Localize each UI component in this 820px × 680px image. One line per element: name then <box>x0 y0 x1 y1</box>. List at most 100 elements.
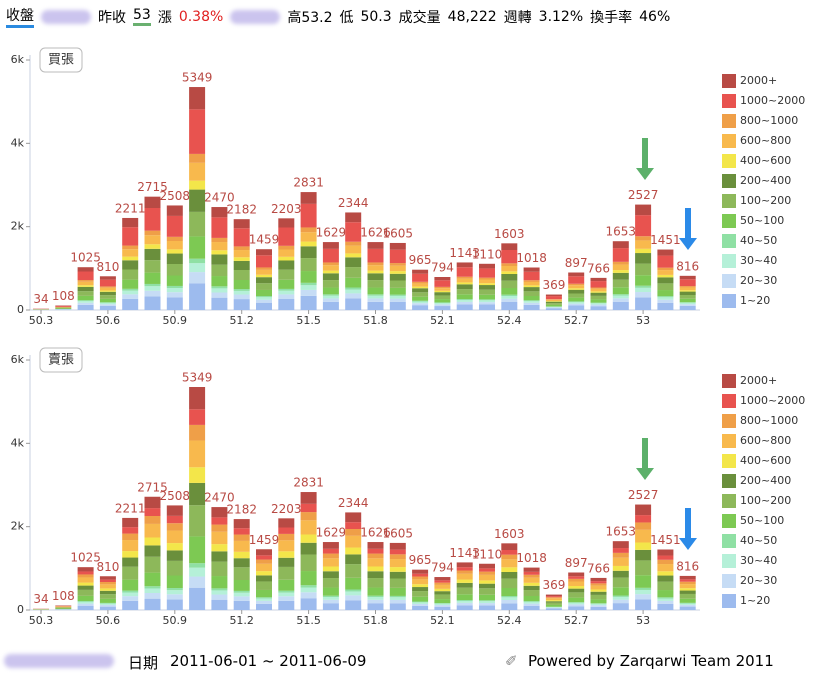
bar-segment <box>278 551 295 558</box>
bar-segment <box>122 227 139 246</box>
bar-segment <box>144 286 161 291</box>
total-label: 1653 <box>606 225 637 239</box>
bar-segment <box>635 515 652 523</box>
bar-segment <box>568 303 585 306</box>
bar-segment <box>256 255 272 268</box>
bar-segment <box>657 255 674 268</box>
bar-segment <box>122 590 139 593</box>
bar-segment <box>345 277 362 288</box>
bar-segment <box>189 236 206 259</box>
bar-segment <box>211 507 228 518</box>
bar-segment <box>389 287 406 295</box>
bar-segment <box>166 253 183 264</box>
bar-segment <box>657 249 674 256</box>
bar-segment <box>233 551 250 559</box>
legend-label: 100~200 <box>740 494 791 507</box>
bar-segment <box>389 294 406 296</box>
bar-segment <box>679 581 696 585</box>
total-label: 766 <box>587 561 610 575</box>
bar-segment <box>55 308 72 309</box>
bar-segment <box>456 294 473 300</box>
bar-segment <box>657 290 674 297</box>
bar-segment <box>233 519 250 529</box>
bar-segment <box>345 289 362 294</box>
bar-segment <box>55 606 72 608</box>
bar-segment <box>545 598 562 601</box>
bar-segment <box>122 249 139 257</box>
bar-segment <box>77 585 94 590</box>
bar-segment <box>612 272 629 280</box>
bar-segment <box>523 285 540 288</box>
bar-segment <box>479 568 495 572</box>
bar-segment <box>590 299 607 303</box>
bar-segment <box>256 283 272 290</box>
bar-segment <box>211 576 228 589</box>
bar-segment <box>278 227 295 246</box>
total-label: 34 <box>33 592 48 606</box>
bar-segment <box>657 302 674 310</box>
bar-segment <box>122 517 139 528</box>
bar-segment <box>367 548 384 554</box>
header-value: 53.2 <box>301 9 333 26</box>
bar-segment <box>679 588 696 591</box>
bar-segment <box>189 211 206 237</box>
total-label: 794 <box>431 261 454 275</box>
bar-segment <box>233 558 250 568</box>
bar-segment <box>144 230 161 236</box>
legend-swatch <box>722 74 736 88</box>
bar-segment <box>523 300 540 302</box>
legend-swatch <box>722 454 736 468</box>
bar-segment <box>256 597 272 599</box>
bar-segment <box>211 531 228 545</box>
bar-segment <box>590 288 607 292</box>
bar-segment <box>389 271 406 274</box>
bar-segment <box>590 603 607 604</box>
bar-segment <box>545 607 562 608</box>
bar-segment <box>278 596 295 601</box>
total-label: 2203 <box>271 202 302 216</box>
bar-segment <box>189 87 206 110</box>
bar-segment <box>322 248 339 263</box>
bar-segment <box>568 285 585 289</box>
bar-segment <box>278 566 295 580</box>
bar-segment <box>99 295 116 299</box>
bar-segment <box>77 281 94 286</box>
bar-segment <box>501 572 518 579</box>
bar-segment <box>233 294 250 300</box>
bar-segment <box>233 596 250 601</box>
total-label: 2182 <box>226 203 257 217</box>
bar-segment <box>189 505 206 537</box>
total-label: 816 <box>676 259 699 273</box>
bar-segment <box>144 523 161 538</box>
bar-segment <box>456 587 473 595</box>
bar-segment <box>434 582 451 585</box>
bar-segment <box>233 580 250 591</box>
bar-segment <box>523 302 540 305</box>
bar-segment <box>434 286 451 289</box>
bar-segment <box>77 603 94 606</box>
bar-segment <box>166 594 183 600</box>
bar-segment <box>657 597 674 599</box>
bar-segment <box>657 603 674 610</box>
bar-segment <box>545 301 562 304</box>
bar-segment <box>657 555 674 560</box>
bar-segment <box>679 275 696 280</box>
bar-segment <box>256 297 272 300</box>
total-label: 2344 <box>338 196 369 210</box>
bar-segment <box>144 248 161 261</box>
bar-segment <box>657 600 674 604</box>
bar-segment <box>256 559 272 564</box>
bar-segment <box>434 288 451 291</box>
bar-segment <box>545 294 562 297</box>
bar-segment <box>122 290 139 295</box>
bar-segment <box>635 287 652 293</box>
bar-segment <box>256 598 272 601</box>
bar-segment <box>545 608 562 610</box>
bar-segment <box>523 574 540 578</box>
total-label: 965 <box>409 553 432 567</box>
bar-segment <box>300 258 317 272</box>
bar-segment <box>300 285 317 290</box>
bar-segment <box>211 551 228 562</box>
bar-segment <box>523 271 540 281</box>
x-tick-label: 53 <box>636 314 650 327</box>
